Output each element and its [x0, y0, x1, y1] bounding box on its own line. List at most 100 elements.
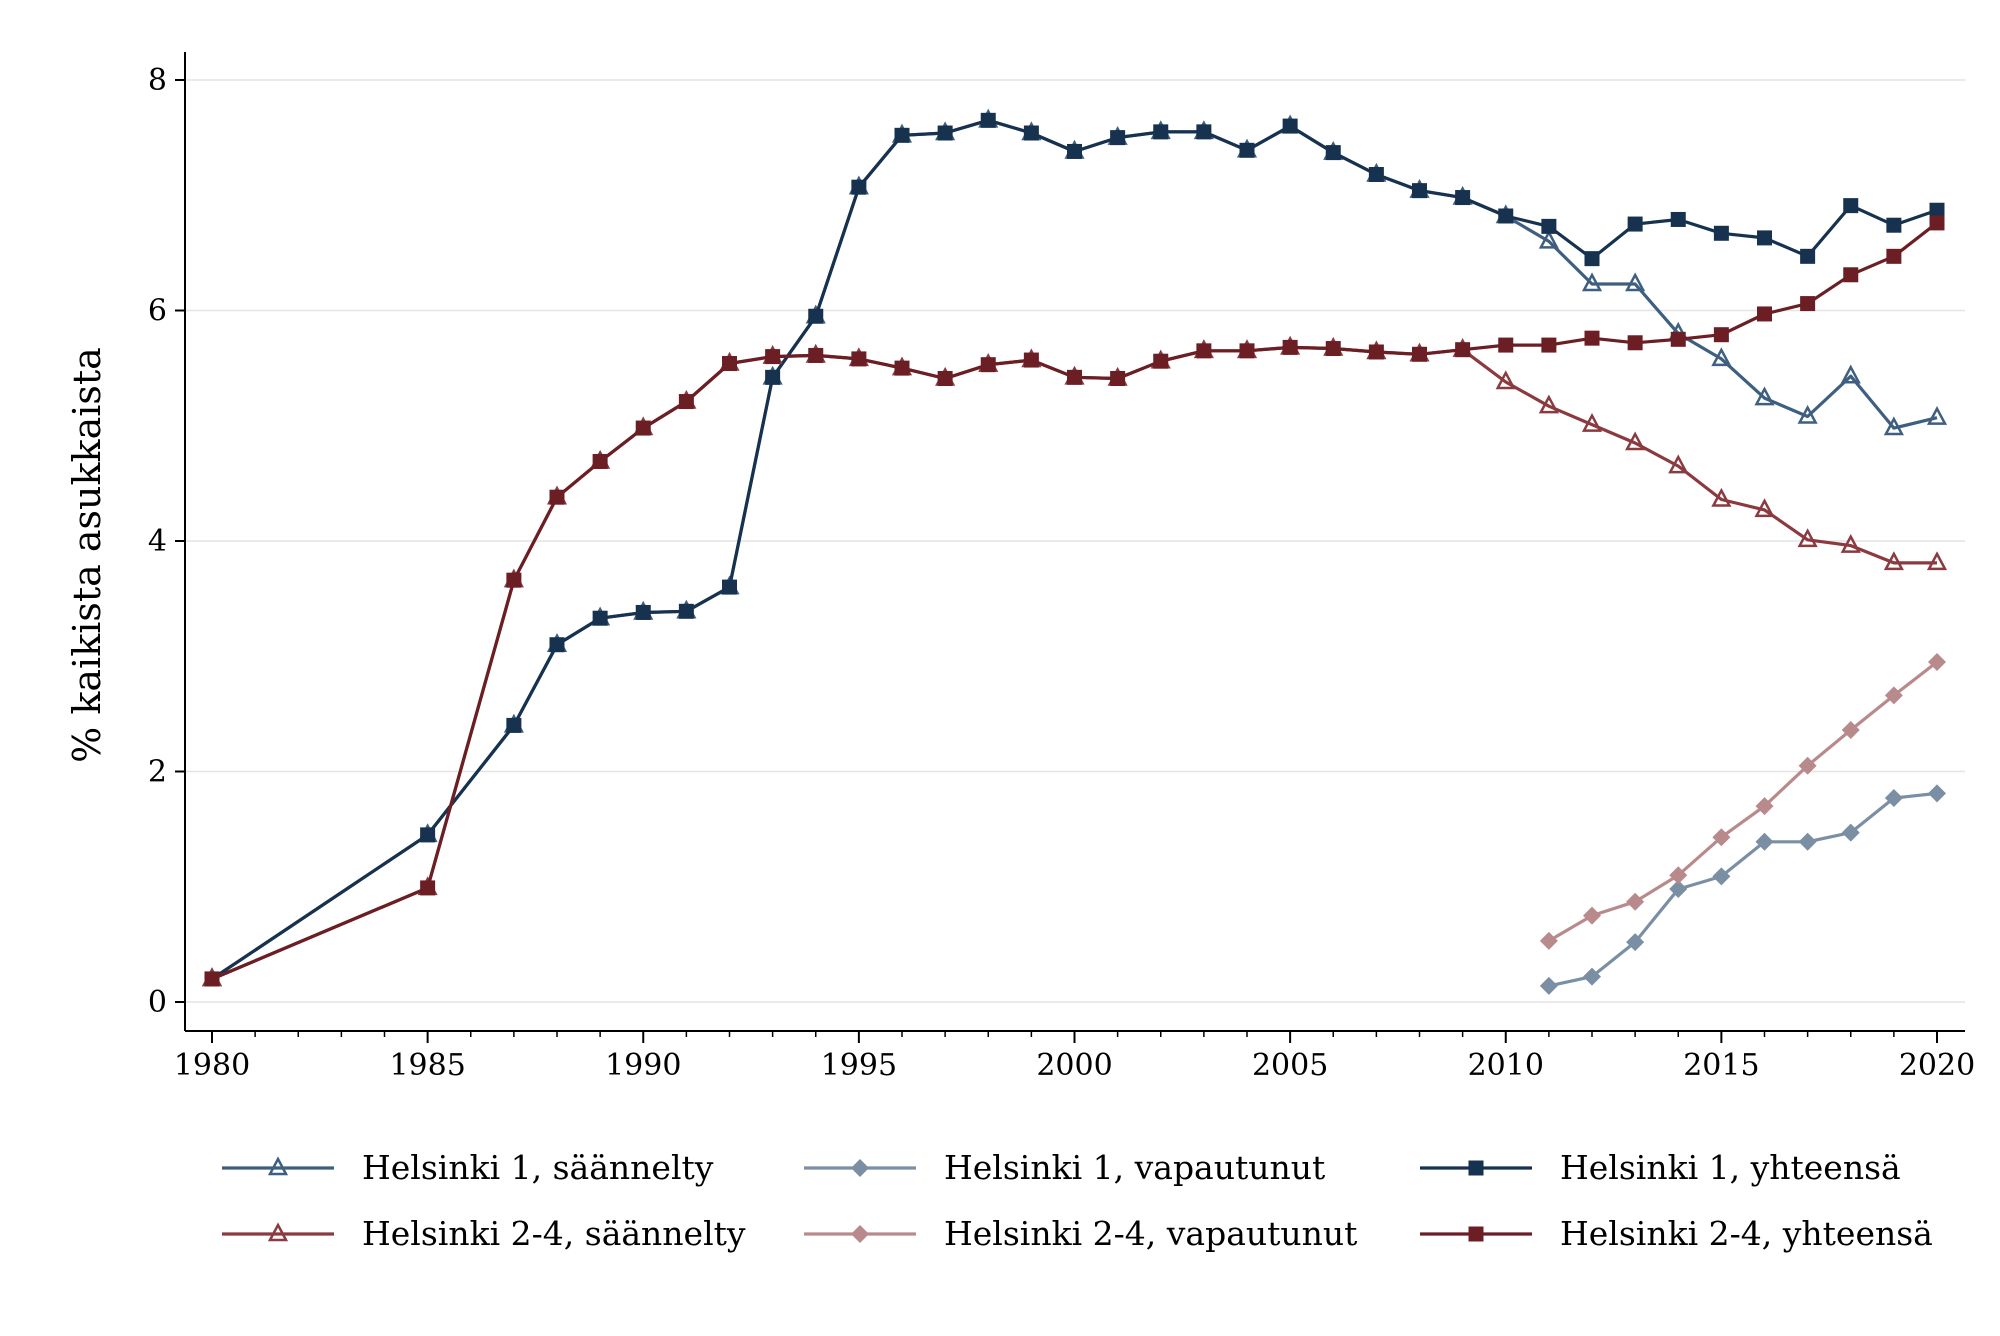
data-point [592, 453, 608, 469]
series-layer [201, 108, 1948, 995]
series-6 [204, 215, 1945, 987]
data-point [1368, 344, 1384, 360]
data-point [1800, 296, 1816, 312]
data-point [1581, 272, 1603, 292]
data-point [1581, 412, 1603, 432]
series-3 [204, 112, 1945, 987]
data-point [1455, 342, 1471, 358]
data-point [851, 179, 867, 195]
data-point [1368, 167, 1384, 183]
x-tick-label: 1980 [174, 1048, 250, 1083]
legend: Helsinki 1, säännelty Helsinki 1, vapautu… [222, 1148, 1933, 1253]
data-point [1929, 215, 1945, 231]
legend-item-1: Helsinki 1, säännelty [222, 1148, 714, 1187]
data-point [1412, 183, 1427, 199]
data-point [1798, 756, 1817, 775]
data-point [1840, 364, 1861, 384]
series-1 [201, 108, 1948, 987]
data-point [1755, 797, 1774, 816]
x-tick-label: 1990 [605, 1048, 681, 1083]
legend-label: Helsinki 2-4, vapautunut [944, 1214, 1357, 1253]
data-point [1797, 528, 1818, 548]
data-point [1926, 551, 1948, 571]
x-tick-label: 2010 [1468, 1048, 1544, 1083]
data-point [1325, 145, 1341, 161]
data-point [1669, 866, 1688, 885]
legend-label: Helsinki 1, säännelty [362, 1148, 714, 1187]
data-point [1712, 867, 1731, 886]
x-tick-label: 2020 [1899, 1048, 1975, 1083]
data-point [635, 604, 651, 620]
data-point [1754, 386, 1775, 406]
data-point [1754, 498, 1775, 518]
legend-item-6: Helsinki 2-4, yhteensä [1420, 1214, 1933, 1253]
data-point [1067, 143, 1082, 159]
data-point [1755, 832, 1774, 851]
data-point [1626, 892, 1645, 911]
data-point [1886, 217, 1902, 233]
x-tick-label: 2005 [1252, 1048, 1328, 1083]
data-point [894, 127, 910, 143]
data-point [1196, 343, 1212, 359]
data-point [808, 347, 824, 363]
legend-item-4: Helsinki 2-4, säännelty [222, 1214, 746, 1253]
data-point [1067, 369, 1082, 385]
data-point [1670, 211, 1686, 227]
axis-ticks: 0 2 4 6 8 1980 1985 1990 1995 2000 2005 2010 2015 202… [148, 63, 1975, 1083]
data-point [506, 572, 522, 588]
legend-marker [1468, 1226, 1484, 1242]
data-point [1711, 347, 1732, 367]
data-point [1196, 124, 1212, 140]
legend-label: Helsinki 1, yhteensä [1560, 1148, 1901, 1187]
data-point [808, 308, 824, 324]
legend-label: Helsinki 2-4, säännelty [362, 1214, 746, 1253]
data-point [1498, 208, 1514, 224]
data-point [722, 579, 737, 595]
data-point [1884, 789, 1903, 808]
data-point [722, 356, 737, 372]
data-point [1713, 225, 1729, 241]
data-point [1798, 832, 1817, 851]
data-point [678, 394, 694, 410]
data-point [506, 717, 522, 733]
y-tick-label: 2 [148, 755, 167, 790]
data-point [1797, 404, 1818, 424]
data-point [1926, 406, 1948, 425]
legend-label: Helsinki 2-4, yhteensä [1560, 1214, 1933, 1253]
data-point [678, 603, 694, 619]
y-tick-label: 0 [148, 985, 167, 1020]
data-point [1282, 339, 1298, 355]
data-point [1928, 784, 1946, 803]
legend-label: Helsinki 1, vapautunut [944, 1148, 1325, 1187]
data-point [1713, 327, 1729, 343]
x-tick-label: 2000 [1036, 1048, 1112, 1083]
series-line [211, 118, 1938, 981]
data-point [1541, 218, 1557, 234]
y-tick-label: 6 [148, 294, 167, 329]
y-axis-title: % kaikista asukkaista [65, 347, 109, 763]
data-point [635, 420, 651, 436]
data-point [1583, 906, 1601, 925]
data-point [1239, 142, 1255, 158]
legend-marker [1468, 1160, 1484, 1176]
gridlines [185, 79, 1965, 1003]
data-point [1498, 337, 1514, 353]
legend-marker [267, 1222, 289, 1242]
data-point [765, 369, 781, 385]
data-point [1712, 828, 1731, 847]
series-line [1548, 791, 1938, 988]
series-line [1548, 660, 1938, 943]
data-point [1584, 330, 1600, 346]
data-point [1583, 967, 1601, 986]
data-point [1757, 230, 1772, 246]
data-point [1153, 124, 1169, 140]
data-point [1495, 370, 1516, 390]
data-point [937, 370, 953, 386]
legend-item-5: Helsinki 2-4, vapautunut [804, 1214, 1357, 1253]
data-point [1929, 202, 1945, 218]
data-point [1541, 337, 1557, 353]
data-point [1669, 880, 1688, 899]
data-point [1883, 551, 1904, 571]
data-point [1627, 216, 1643, 232]
